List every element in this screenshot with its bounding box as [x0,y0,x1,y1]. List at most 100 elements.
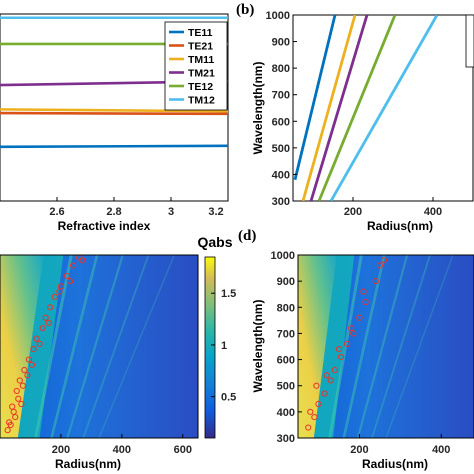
data-marker [337,353,345,361]
y-tick-label: 800 [277,302,295,314]
x-tick-label: 400 [424,206,442,218]
data-marker [344,340,351,347]
data-marker [79,257,86,264]
data-marker [360,288,367,295]
heatmap-mode-band [371,255,431,438]
y-tick-label: 500 [277,381,295,393]
colorbar-ticks: 0.5 1 1.5 [211,288,236,404]
panel-c-axes-box [0,254,199,439]
data-marker [36,340,43,347]
data-marker [362,298,369,306]
panel-c-bands [0,255,175,438]
data-marker [7,421,14,429]
panel-d-ylabel: Wavelength(nm) [251,300,265,393]
heatmap-mode-band [342,255,386,438]
heatmap-mode-band [98,255,175,438]
series-line-3 [309,15,369,201]
data-marker [66,278,74,285]
heatmap-main-band [298,255,337,438]
colorbar-tick-label: 0.5 [221,392,236,404]
data-marker [30,346,37,353]
data-marker [323,372,330,379]
x-tick-label: 200 [52,444,70,456]
data-marker [33,335,40,342]
panel-b-legend-edge [465,14,474,68]
data-marker [70,262,77,269]
data-marker [45,319,52,327]
panel-b-letter: (b) [236,2,254,18]
x-tick-label: 400 [113,444,131,456]
heatmap-mode-band [82,255,150,438]
data-marker [18,400,25,408]
panel-c-ticks: 200 400 600 [52,434,192,456]
data-marker [16,377,23,384]
y-tick-label: 1000 [271,250,295,262]
x-tick-label: 3 [168,206,174,218]
data-marker [15,395,22,402]
y-tick-label: 600 [272,116,290,128]
y-tick-label: 1000 [266,10,290,22]
panel-b-ticks: 200 400 300 400 500 600 700 800 900 1000 [266,10,443,218]
series-line-te21 [0,111,228,116]
panel-a-ticks: 2.6 2.8 3 3.2 [49,197,229,218]
panel-c-heatmap [0,255,198,438]
x-tick-label: 400 [432,444,450,456]
series-line-4 [317,15,397,201]
x-tick-label: 2.8 [106,206,121,218]
data-marker [63,272,71,280]
panel-d-bands [298,255,454,438]
data-marker [39,325,46,332]
data-marker [42,314,49,321]
panel-b-ylabel: Wavelength(nm) [251,62,265,155]
y-tick-label: 300 [277,433,295,445]
data-marker [51,293,58,300]
data-marker [307,408,314,415]
panel-a: 2.6 2.8 3 3.2 Refractive index TE11 TE21TM11… [0,13,229,233]
data-marker [372,278,379,285]
legend-box [164,21,228,111]
data-marker [380,257,388,264]
data-marker [331,366,338,374]
data-marker [348,325,355,332]
heatmap-mode-band [66,255,124,438]
panel-d-heatmap [298,255,474,438]
panel-b: (b) 200 400 300 400 500 600 700 800 900 1000 Radi… [236,2,474,233]
series-line-te11 [0,144,228,149]
data-marker [315,400,322,408]
panel-d-axes-box [297,254,474,439]
series-line-5 [329,15,439,201]
heatmap-mode-band [385,255,454,438]
data-marker [19,382,26,389]
panel-d-xlabel: Radius(nm) [362,457,428,471]
heatmap-main-band [0,255,44,438]
data-marker [327,377,334,384]
legend-label-tm21: TM21 [188,68,215,80]
legend-label-te11: TE11 [188,27,213,39]
x-tick-label: 200 [350,444,368,456]
legend-label-tm12: TM12 [188,95,215,107]
series-line-tm11 [0,108,228,113]
colorbar-tick-label: 1.5 [221,288,236,300]
heatmap-mode-band [34,255,73,438]
data-marker [12,413,19,421]
panel-d-markers [305,257,388,431]
series-line-1 [293,15,337,181]
data-marker [21,366,28,374]
y-tick-label: 500 [272,143,290,155]
data-marker [47,304,54,311]
panel-b-xlabel: Radius(nm) [367,219,433,233]
data-marker [13,387,20,395]
panel-d-letter: (d) [238,228,256,244]
panel-b-lines [293,15,439,201]
data-marker [4,427,11,434]
y-tick-label: 900 [277,276,295,288]
panel-d-ticks: 200 400 300 400 500 600 700 800 900 1000 [271,250,451,456]
panel-c: 200 400 600 Radius(nm) Qabs 0.5 1 1.5 [0,234,236,471]
data-marker [350,330,357,337]
data-marker [25,356,33,363]
data-marker [356,314,363,321]
panel-c-markers [4,255,86,434]
y-tick-label: 400 [277,407,295,419]
